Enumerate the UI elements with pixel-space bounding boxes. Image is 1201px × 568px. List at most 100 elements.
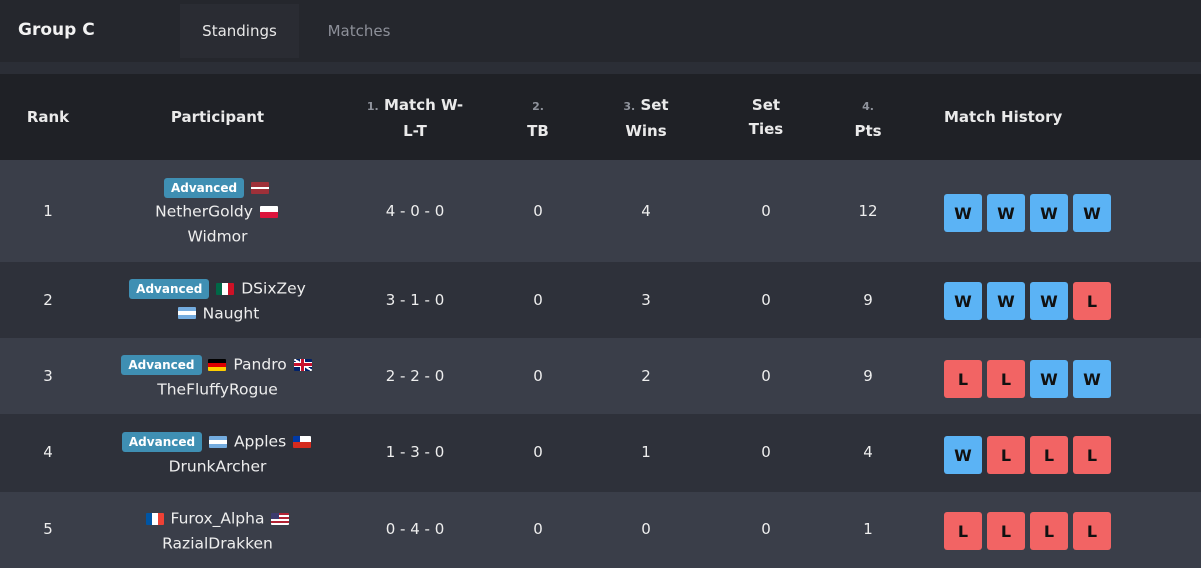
set-ties-cell: 0 (761, 520, 771, 538)
rank-cell: 3 (43, 367, 53, 385)
rank-cell: 2 (43, 291, 53, 309)
header-match-wlt[interactable]: 1. Match W- L-T (355, 93, 475, 143)
participant-cell: Advanced NetherGoldy Widmor (100, 175, 335, 248)
header-pts-prefix: 4. (862, 100, 874, 113)
advanced-badge: Advanced (129, 278, 210, 299)
header-set-ties-line2: Ties (748, 120, 784, 138)
tab-standings[interactable]: Standings (180, 4, 299, 58)
mexico-flag-icon (216, 282, 235, 295)
table-row: 1 Advanced NetherGoldy Widmor 4 - 0 - 0 … (0, 160, 1201, 262)
header-set-wins[interactable]: 3. Set Wins (606, 93, 686, 143)
advanced-badge: Advanced (121, 354, 202, 375)
match-history: L L L L (944, 512, 1111, 550)
match-result[interactable]: L (1073, 282, 1111, 320)
match-wlt-cell: 4 - 0 - 0 (385, 202, 445, 220)
tab-matches[interactable]: Matches (327, 22, 391, 40)
match-result[interactable]: W (944, 436, 982, 474)
match-result[interactable]: W (987, 194, 1025, 232)
header-set-wins-prefix: 3. (623, 100, 636, 113)
match-result[interactable]: L (944, 360, 982, 398)
pts-cell: 9 (863, 291, 873, 309)
header-set-wins-line2: Wins (625, 122, 667, 140)
poland-flag-icon (259, 205, 278, 218)
match-result[interactable]: L (987, 512, 1025, 550)
set-wins-cell: 4 (641, 202, 651, 220)
match-result[interactable]: L (1030, 436, 1068, 474)
match-result[interactable]: L (1030, 512, 1068, 550)
table-row: 4 Advanced Apples DrunkArcher 1 - 3 - 0 … (0, 414, 1201, 492)
player-name[interactable]: Furox_Alpha (170, 509, 265, 528)
match-result[interactable]: L (1073, 436, 1111, 474)
player-name[interactable]: Naught (202, 304, 260, 322)
header-tb-prefix: 2. (532, 100, 544, 113)
match-result[interactable]: L (944, 512, 982, 550)
header-set-wins-line1: Set (640, 96, 669, 114)
france-flag-icon (145, 512, 164, 525)
match-result[interactable]: W (1030, 360, 1068, 398)
match-wlt-cell: 1 - 3 - 0 (385, 443, 445, 461)
header-set-ties-line1: Set (751, 96, 781, 114)
header-pts[interactable]: 4. Pts (838, 93, 898, 143)
match-result[interactable]: L (987, 360, 1025, 398)
match-wlt-cell: 3 - 1 - 0 (385, 291, 445, 309)
usa-flag-icon (271, 512, 290, 525)
chile-flag-icon (293, 435, 312, 448)
header-tb[interactable]: 2. TB (508, 93, 568, 143)
match-result[interactable]: W (987, 282, 1025, 320)
top-bar: Group C Standings Matches (0, 0, 1201, 62)
player-name[interactable]: Widmor (187, 227, 248, 245)
match-result[interactable]: W (1073, 360, 1111, 398)
set-ties-cell: 0 (761, 367, 771, 385)
set-ties-cell: 0 (761, 291, 771, 309)
player-name[interactable]: Apples (233, 432, 287, 451)
header-pts-label: Pts (854, 122, 882, 140)
tb-cell: 0 (533, 520, 543, 538)
set-ties-cell: 0 (761, 202, 771, 220)
pts-cell: 4 (863, 443, 873, 461)
header-tb-label: TB (527, 122, 549, 140)
rank-cell: 5 (43, 520, 53, 538)
match-result[interactable]: L (1073, 512, 1111, 550)
participant-cell: Advanced Apples DrunkArcher (100, 429, 335, 478)
participant-cell: Advanced DSixZey Naught (100, 276, 335, 325)
advanced-badge: Advanced (121, 431, 203, 452)
match-result[interactable]: L (987, 436, 1025, 474)
set-wins-cell: 2 (641, 367, 651, 385)
set-ties-cell: 0 (761, 443, 771, 461)
match-result[interactable]: W (1030, 282, 1068, 320)
uk-flag-icon (293, 358, 312, 371)
match-result[interactable]: W (1030, 194, 1068, 232)
pts-cell: 9 (863, 367, 873, 385)
match-history: W W W W (944, 194, 1111, 232)
participant-cell: Furox_Alpha RazialDrakken (100, 506, 335, 555)
header-match-history: Match History (944, 108, 1063, 126)
tb-cell: 0 (533, 443, 543, 461)
participant-cell: Advanced Pandro TheFluffyRogue (100, 352, 335, 401)
header-match-wlt-line1: Match W- (383, 96, 464, 114)
player-name[interactable]: RazialDrakken (162, 534, 273, 552)
tb-cell: 0 (533, 291, 543, 309)
tb-cell: 0 (533, 367, 543, 385)
argentina-flag-icon (209, 435, 228, 448)
player-name[interactable]: DrunkArcher (168, 457, 267, 475)
pts-cell: 1 (863, 520, 873, 538)
group-title: Group C (18, 20, 95, 40)
player-name[interactable]: DSixZey (241, 279, 306, 298)
spacer-strip (0, 62, 1201, 74)
header-match-wlt-line2: L-T (403, 122, 427, 140)
latvia-flag-icon (251, 181, 270, 194)
header-participant: Participant (170, 108, 265, 126)
match-wlt-cell: 0 - 4 - 0 (385, 520, 445, 538)
germany-flag-icon (208, 358, 227, 371)
match-result[interactable]: W (944, 282, 982, 320)
player-name[interactable]: TheFluffyRogue (157, 380, 278, 398)
set-wins-cell: 0 (641, 520, 651, 538)
player-name[interactable]: Pandro (233, 355, 287, 374)
rank-cell: 4 (43, 443, 53, 461)
pts-cell: 12 (858, 202, 878, 220)
match-result[interactable]: W (944, 194, 982, 232)
match-result[interactable]: W (1073, 194, 1111, 232)
player-name[interactable]: NetherGoldy (155, 202, 253, 221)
argentina-flag-icon (177, 307, 196, 319)
match-history: L L W W (944, 360, 1111, 398)
